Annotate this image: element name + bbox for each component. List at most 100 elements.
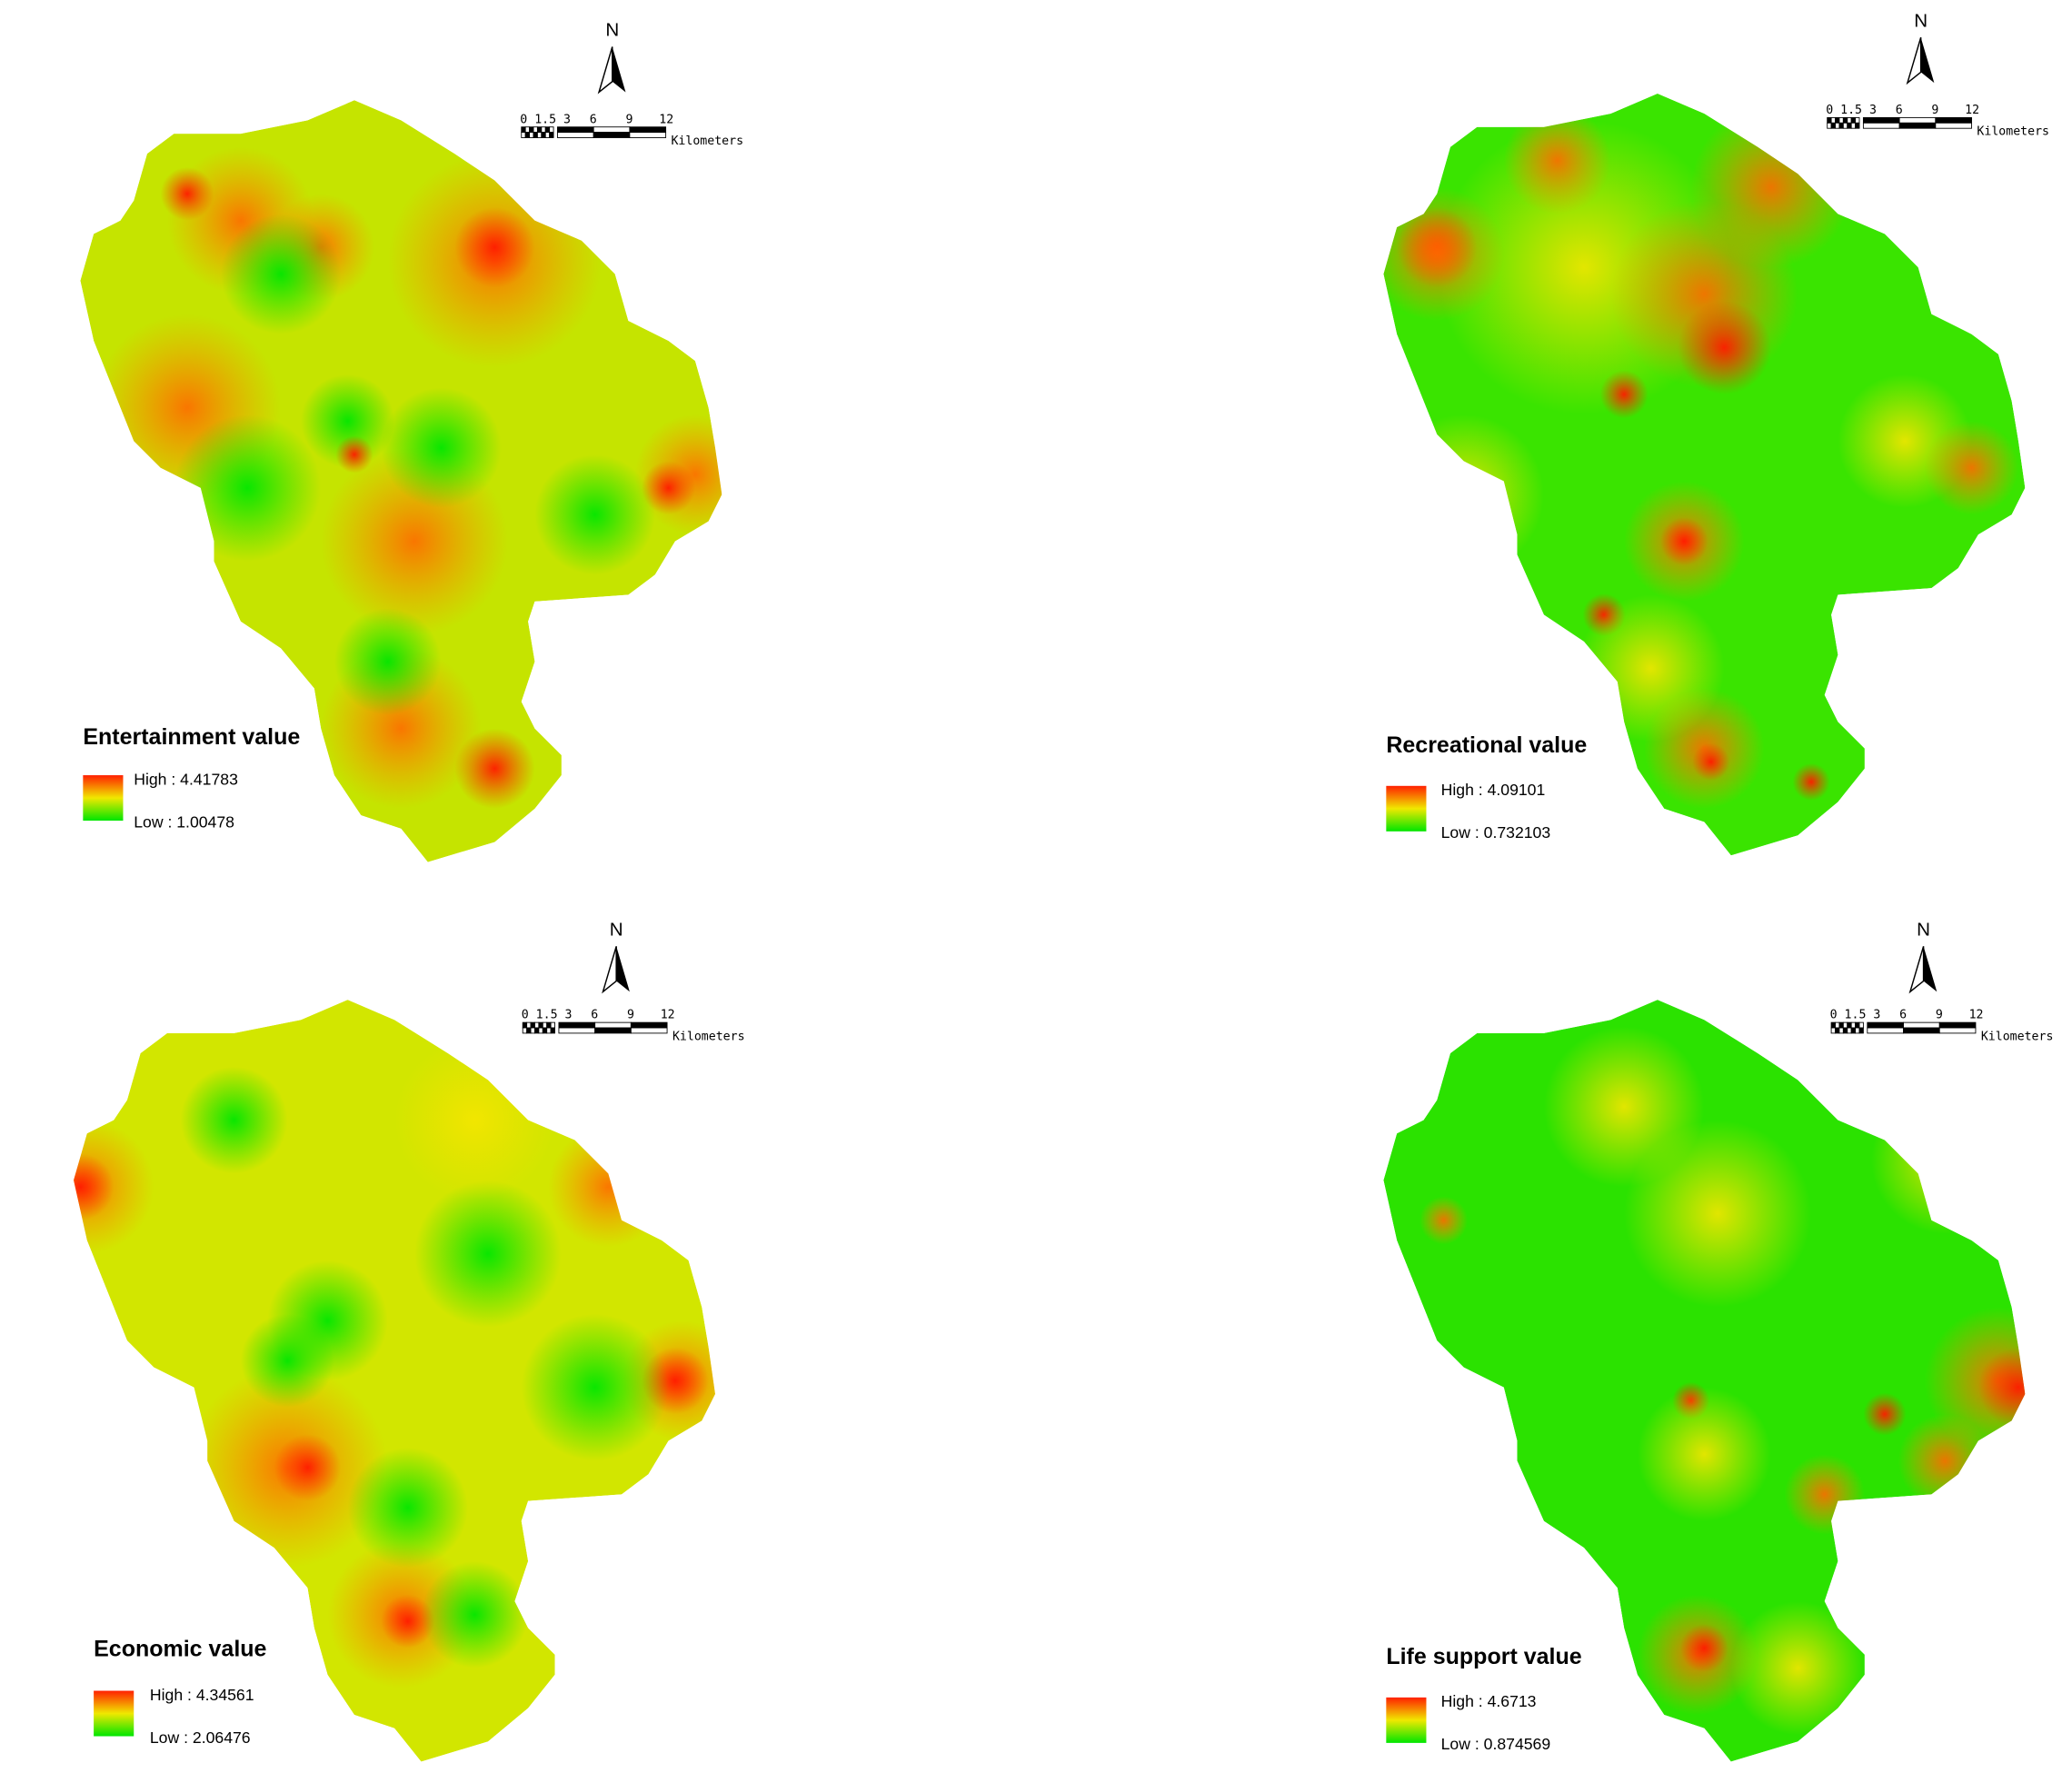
scale-block — [1867, 1021, 1904, 1029]
scale-block — [529, 132, 534, 138]
heat-blob — [1690, 106, 1852, 268]
scale-block — [549, 132, 554, 138]
scale-block — [536, 126, 543, 134]
heat-blob — [180, 1066, 288, 1174]
scale-block — [550, 1021, 555, 1029]
map-panel: N 0 1.5 3 6 9 12 Kilometers Economic value High… — [74, 920, 745, 1762]
heat-blob — [521, 1313, 669, 1461]
scale-label: 6 — [590, 113, 597, 126]
scale-block — [629, 126, 667, 134]
legend-low: Low : 0.874569 — [1441, 1735, 1551, 1753]
scale-block — [1858, 1021, 1864, 1029]
scale-block — [1842, 1027, 1848, 1034]
scale-block — [533, 126, 538, 134]
scale-block — [1850, 1027, 1857, 1034]
scale-block — [1835, 1021, 1840, 1029]
scale-block — [541, 126, 546, 134]
heat-blob — [454, 206, 535, 288]
scale-block — [1850, 122, 1857, 129]
heat-blob — [1659, 517, 1708, 566]
heat-blob — [1577, 594, 1725, 742]
scale-unit: Kilometers — [671, 134, 743, 148]
scale-block — [526, 1021, 532, 1029]
scale-label: 9 — [627, 1009, 634, 1022]
scale-block — [534, 1027, 540, 1034]
scale-block — [1862, 122, 1900, 129]
heat-blob — [1977, 1347, 2026, 1428]
scale-block — [557, 132, 594, 138]
scale-block — [1898, 122, 1937, 129]
heat-blob — [1637, 1387, 1771, 1521]
scale-block — [558, 1027, 596, 1034]
legend-title: Economic value — [94, 1636, 266, 1661]
scale-label: 12 — [661, 1009, 675, 1022]
scale-block — [1847, 116, 1852, 124]
scale-block — [522, 1027, 528, 1034]
legend-title: Entertainment value — [83, 724, 300, 750]
north-arrow-right — [1923, 946, 1938, 992]
legend-title: Recreational value — [1386, 732, 1587, 758]
north-arrow-left — [597, 46, 613, 95]
scale-block — [1858, 1027, 1864, 1034]
scale-block — [1855, 116, 1860, 124]
scale-block — [1855, 122, 1860, 129]
heat-blob — [394, 1040, 555, 1200]
heat-blob — [220, 214, 342, 334]
north-label: N — [1914, 10, 1928, 31]
scale-block — [1830, 122, 1836, 129]
scale-block — [1830, 1021, 1836, 1029]
heat-blob — [1792, 762, 1830, 801]
scale-block — [594, 1027, 632, 1034]
north-arrow-right — [616, 946, 630, 992]
scale-label: 9 — [625, 113, 633, 126]
north-arrow-right — [612, 46, 626, 93]
heat-blob — [1624, 1120, 1812, 1308]
legend-high: High : 4.34561 — [150, 1686, 254, 1704]
heat-blob — [335, 435, 374, 473]
scale-block — [1835, 116, 1840, 124]
scale-block — [1830, 116, 1836, 124]
heat-blob — [174, 413, 322, 562]
heat-blob — [1383, 186, 1504, 321]
map-region — [80, 100, 722, 862]
heat-blob — [240, 1313, 334, 1408]
scale-block — [546, 1027, 552, 1034]
scale-block — [1830, 1027, 1836, 1034]
scale-label: 6 — [1896, 104, 1903, 117]
scale-block — [1847, 122, 1852, 129]
scale-block — [1935, 116, 1972, 124]
scale-block — [544, 132, 551, 138]
scale-label: 12 — [1965, 104, 1979, 117]
scale-block — [594, 1021, 632, 1029]
heat-blob — [1692, 742, 1730, 781]
heat-blob — [160, 166, 214, 221]
heat-blob — [454, 728, 535, 809]
scale-block — [530, 1021, 535, 1029]
scale-block — [1847, 1027, 1852, 1034]
scale-block — [538, 1027, 543, 1034]
scale-block — [1903, 1027, 1940, 1034]
heat-blob — [642, 461, 695, 515]
scale-block — [524, 126, 531, 134]
scale-block — [1903, 1021, 1940, 1029]
scale-block — [526, 1027, 532, 1034]
legend-ramp — [1386, 1697, 1427, 1743]
scale-block — [1935, 122, 1972, 129]
scale-block — [1842, 122, 1848, 129]
scale-block — [593, 132, 631, 138]
north-arrow-right — [1920, 37, 1935, 84]
scale-block — [524, 132, 531, 138]
heat-blob — [381, 1594, 435, 1649]
map-panel: N 0 1.5 3 6 9 12 Kilometers Entertainment valu… — [80, 20, 743, 862]
legend-ramp — [94, 1690, 134, 1737]
scale-block — [542, 1027, 548, 1034]
scale-block — [630, 1021, 668, 1029]
north-label: N — [605, 20, 619, 41]
scale-block — [593, 126, 631, 134]
scale-block — [521, 126, 526, 134]
scale-block — [630, 1027, 668, 1034]
scale-label: 6 — [1899, 1009, 1907, 1022]
north-label: N — [610, 920, 623, 941]
legend-ramp — [1386, 785, 1427, 832]
